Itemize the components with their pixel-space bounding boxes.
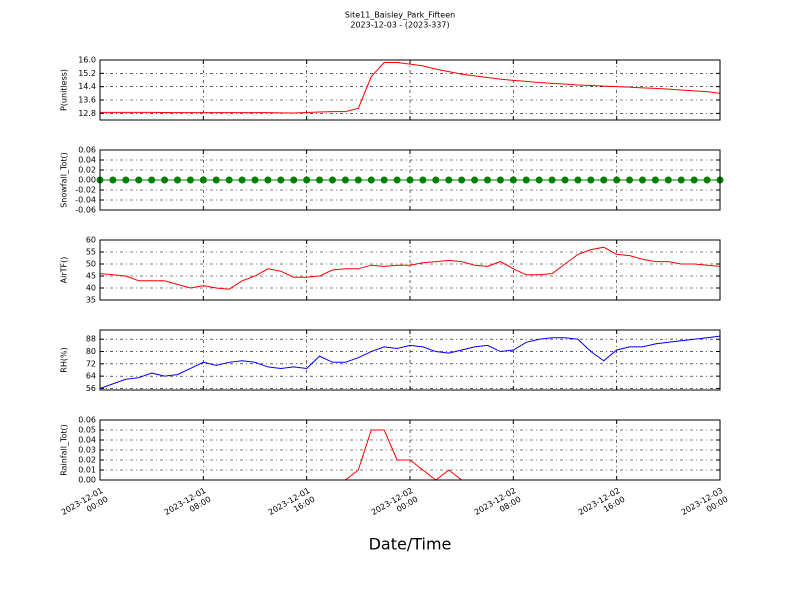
- y-tick-label: 0.00: [78, 476, 96, 485]
- data-point: [199, 176, 207, 184]
- y-tick-label: 64: [86, 372, 96, 381]
- data-point: [174, 176, 181, 184]
- data-point: [419, 176, 427, 184]
- data-point: [393, 176, 401, 184]
- y-tick-label: 60: [86, 236, 96, 245]
- data-point: [626, 176, 634, 184]
- data-point: [664, 176, 672, 184]
- data-point: [690, 176, 698, 184]
- y-axis-label: Snowfall_Tot(): [60, 152, 69, 208]
- data-point: [548, 176, 556, 184]
- y-tick-label: 0.04: [78, 156, 96, 165]
- data-point: [148, 176, 156, 184]
- plot-border: [99, 239, 721, 301]
- data-point: [303, 176, 311, 184]
- y-axis-label: RH(%): [60, 347, 69, 372]
- data-point: [135, 176, 143, 184]
- data-point: [290, 176, 298, 184]
- data-point: [264, 176, 272, 184]
- data-point: [677, 176, 685, 184]
- data-point: [561, 176, 569, 184]
- data-point: [587, 176, 595, 184]
- y-tick-label: 0.02: [78, 456, 96, 465]
- y-tick-label: 88: [86, 335, 96, 344]
- y-tick-label: 55: [86, 248, 96, 257]
- y-tick-label: 56: [86, 384, 96, 393]
- plot-border: [99, 59, 721, 121]
- x-axis-label: Date/Time: [369, 535, 452, 554]
- y-tick-label: 0.06: [78, 146, 96, 155]
- y-tick-label: 0.04: [78, 436, 96, 445]
- y-axis-label: AirTF(): [60, 257, 69, 284]
- data-point: [367, 176, 375, 184]
- y-axis-label: Rainfall_Tot(): [60, 424, 69, 476]
- y-tick-label: 80: [86, 347, 96, 356]
- plot-border: [99, 329, 721, 391]
- data-line: [99, 335, 721, 389]
- data-point: [535, 176, 543, 184]
- y-tick-label: 50: [86, 260, 96, 269]
- data-point: [212, 176, 220, 184]
- data-point: [600, 176, 608, 184]
- data-point: [703, 176, 711, 184]
- y-tick-label: 14.4: [78, 82, 96, 91]
- y-tick-label: 72: [86, 359, 96, 368]
- data-point: [354, 176, 362, 184]
- y-tick-label: 0.02: [78, 166, 96, 175]
- data-point: [522, 176, 530, 184]
- data-point: [329, 176, 336, 184]
- data-point: [406, 176, 414, 184]
- data-point: [225, 176, 233, 184]
- data-point: [458, 176, 466, 184]
- chart-subtitle: 2023-12-03 - (2023-337): [350, 21, 449, 30]
- y-tick-label: 40: [86, 284, 96, 293]
- y-tick-label: 35: [86, 296, 96, 305]
- y-tick-label: 0.06: [78, 416, 96, 425]
- data-point: [277, 176, 285, 184]
- data-point: [109, 176, 117, 184]
- data-point: [471, 176, 479, 184]
- data-point: [484, 176, 491, 184]
- y-tick-label: 16.0: [78, 56, 96, 65]
- data-point: [613, 176, 621, 184]
- y-tick-label: 0.03: [78, 446, 96, 455]
- data-point: [251, 176, 259, 184]
- plot-border: [99, 149, 721, 211]
- y-axis-label: P(unitless): [60, 69, 69, 111]
- plot-border: [99, 419, 721, 481]
- y-tick-label: -0.04: [75, 196, 96, 205]
- data-line: [100, 62, 721, 114]
- data-point: [238, 176, 246, 184]
- data-point: [316, 176, 324, 184]
- data-point: [186, 176, 194, 184]
- data-point: [445, 176, 453, 184]
- y-tick-label: 12.8: [78, 109, 96, 118]
- data-point: [122, 176, 130, 184]
- y-tick-label: 0.01: [78, 466, 96, 475]
- data-point: [639, 176, 646, 184]
- y-tick-label: 0.00: [78, 176, 96, 185]
- y-tick-label: 45: [86, 272, 96, 281]
- data-point: [651, 176, 659, 184]
- y-tick-label: 0.05: [78, 426, 96, 435]
- data-point: [574, 176, 582, 184]
- data-line: [99, 246, 721, 290]
- data-point: [380, 176, 388, 184]
- y-tick-label: 15.2: [78, 69, 96, 78]
- y-tick-label: 13.6: [78, 96, 96, 105]
- y-tick-label: -0.06: [75, 206, 96, 215]
- data-point: [161, 176, 169, 184]
- chart-title: Site11_Baisley_Park_Fifteen: [345, 11, 455, 20]
- data-point: [496, 176, 504, 184]
- y-tick-label: -0.02: [75, 186, 96, 195]
- data-point: [432, 176, 440, 184]
- data-point: [341, 176, 349, 184]
- data-point: [509, 176, 517, 184]
